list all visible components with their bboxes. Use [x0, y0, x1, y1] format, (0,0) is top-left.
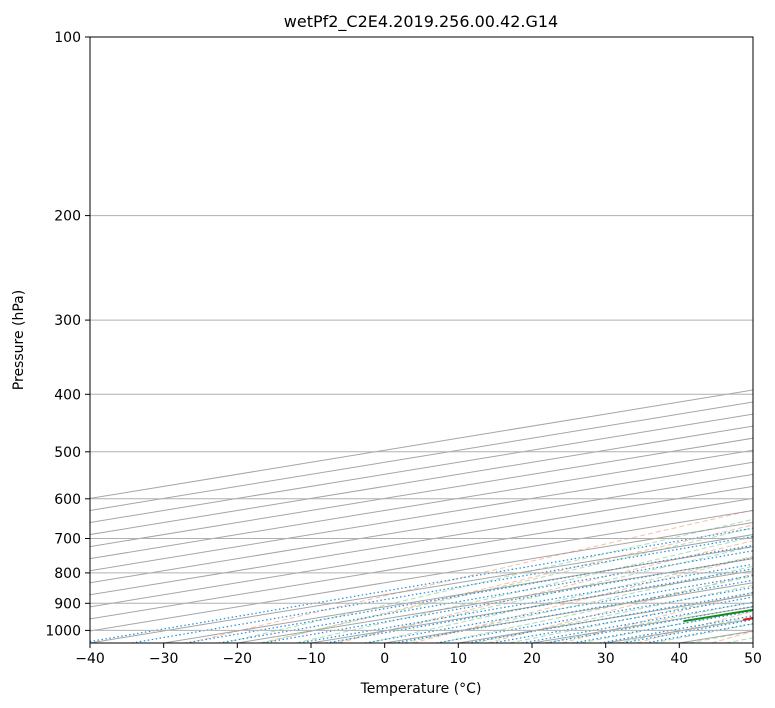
chart-title: wetPf2_C2E4.2019.256.00.42.G14 [284, 12, 558, 32]
y-tick-label: 800 [54, 566, 81, 582]
x-tick-label: 30 [597, 651, 615, 667]
x-tick-label: 10 [449, 651, 467, 667]
y-tick-label: 900 [54, 596, 81, 612]
mixing-ratio-line [521, 601, 753, 643]
y-tick-label: 600 [54, 492, 81, 508]
y-tick-label: 400 [54, 387, 81, 403]
plot-frame [89, 36, 754, 644]
x-tick-label: 50 [744, 651, 762, 667]
x-axis-title: Temperature (°C) [360, 681, 482, 697]
y-axis-title: Pressure (hPa) [11, 290, 27, 390]
moist-adiabat-line [367, 555, 753, 643]
mixing-ratio-line [131, 535, 753, 643]
isotherm-line [90, 461, 753, 572]
y-tick-label: 100 [54, 30, 81, 46]
x-tick-label: 40 [670, 651, 688, 667]
isotherm-line [90, 485, 753, 596]
dry-adiabat-line [562, 591, 753, 643]
y-tick-label: 1000 [45, 623, 81, 639]
dry-adiabat-line [412, 556, 753, 643]
mixing-ratio-line [90, 527, 753, 643]
moist-adiabat-line [296, 536, 753, 643]
dry-adiabat-line [263, 524, 753, 643]
x-tick-label: 20 [523, 651, 541, 667]
mixing-ratio-line [436, 586, 753, 643]
isotherm-line [90, 509, 753, 620]
y-tick-label: 500 [54, 445, 81, 461]
isotherm-line [90, 437, 753, 548]
isotherm-line [90, 497, 753, 608]
moist-adiabat-line [438, 575, 753, 643]
axes: −40 −30 −20 −10 0 10 20 30 40 50 100 200 300 400 500 60… [45, 30, 762, 667]
isotherm-line [90, 534, 753, 643]
y-tick-label: 200 [54, 209, 81, 225]
x-tick-label: −20 [223, 651, 253, 667]
x-tick-label: −40 [75, 651, 105, 667]
background-lines [90, 37, 753, 643]
dry-adiabat-line [188, 509, 753, 643]
moist-adiabat-line [473, 584, 753, 643]
y-tick-label: 700 [54, 532, 81, 548]
x-tick-label: −30 [149, 651, 179, 667]
moist-adiabat-line [223, 518, 753, 643]
isotherm-line [90, 473, 753, 584]
x-tick-label: 0 [380, 651, 389, 667]
isotherm-line [90, 449, 753, 560]
mixing-ratio-line [492, 596, 753, 643]
y-tick-label: 300 [54, 313, 81, 329]
x-tick-label: −10 [296, 651, 326, 667]
moist-adiabat-line [260, 527, 753, 643]
isotherm-line [90, 522, 753, 632]
